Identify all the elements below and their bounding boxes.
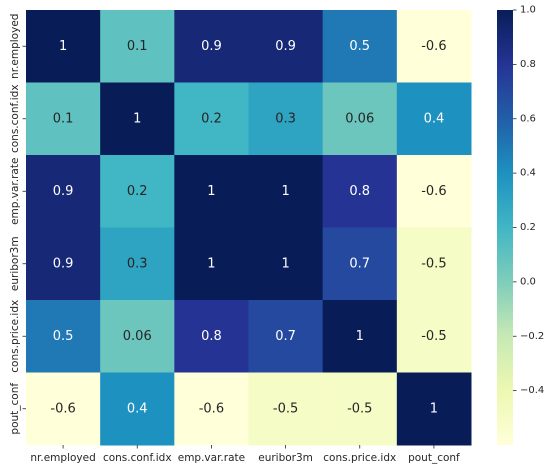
heatmap-cell-label: -0.5 [421, 329, 446, 344]
x-tick-label: euribor3m [258, 452, 313, 464]
heatmap-cell [248, 227, 324, 301]
heatmap-cell-label: 1 [430, 401, 438, 416]
heatmap-cell [396, 10, 472, 83]
heatmap-cell [26, 10, 101, 83]
heatmap-cell [100, 372, 175, 446]
heatmap-cell-label: 0.06 [123, 329, 152, 344]
heatmap-cell-label: 0.4 [424, 111, 445, 126]
heatmap-cell-label: 0.9 [53, 184, 74, 199]
heatmap-cell [248, 10, 324, 83]
heatmap-cell [26, 227, 101, 301]
heatmap-cell [100, 300, 175, 373]
heatmap-cell-label: -0.6 [199, 401, 224, 416]
heatmap-cell [174, 155, 249, 228]
heatmap-cell-label: 0.3 [275, 111, 296, 126]
heatmap-cell-label: -0.6 [421, 39, 446, 54]
heatmap-cell-label: 0.3 [127, 256, 148, 271]
heatmap-cell [26, 82, 101, 156]
colorbar-tick-label: 0.6 [520, 113, 536, 124]
colorbar-tick-label: −0.2 [520, 331, 544, 342]
x-tick-label: pout_conf [408, 452, 460, 464]
heatmap-cell [26, 155, 101, 228]
heatmap-cell-label: 1 [59, 39, 67, 54]
heatmap-cell [26, 300, 101, 373]
colorbar-ticks: −0.4 −0.2 0.0 0.2 0.4 0.6 0.8 1.0 [513, 5, 544, 396]
heatmap-cell [26, 372, 101, 446]
colorbar-tick-label: 0.4 [520, 168, 536, 179]
x-tick-label: cons.conf.idx [103, 452, 172, 464]
heatmap-cell [248, 155, 324, 228]
heatmap-cell [322, 155, 398, 228]
heatmap-cell [174, 10, 249, 83]
heatmap-cell-label: 0.2 [127, 184, 148, 199]
colorbar [497, 10, 513, 445]
heatmap-cell [174, 82, 249, 156]
colorbar-tick-label: 0.8 [520, 59, 536, 70]
heatmap-cell-label: 0.9 [275, 39, 296, 54]
colorbar-tick-label: 0.0 [520, 276, 536, 287]
heatmap-cell [396, 155, 472, 228]
colorbar-tick-label: 1.0 [520, 5, 536, 16]
heatmap-cell-label: 0.7 [275, 329, 296, 344]
heatmap-cell-label: 0.5 [53, 329, 74, 344]
colorbar-tick-label: −0.4 [520, 385, 544, 396]
heatmap-cell [322, 10, 398, 83]
y-tick-label: emp.var.rate [9, 158, 21, 225]
x-tick-label: cons.price.idx [323, 452, 396, 464]
x-tick-label: emp.var.rate [178, 452, 245, 464]
heatmap-cell-label: -0.6 [421, 184, 446, 199]
heatmap-cell-label: 0.5 [349, 39, 370, 54]
heatmap-cell-label: 1 [207, 184, 215, 199]
heatmap-cell-label: -0.5 [273, 401, 298, 416]
heatmap-cell-labels: 1 0.1 0.9 0.9 0.5 -0.6 0.1 1 0.2 0.3 0.06 0.4 0.9 0.2… [50, 39, 446, 417]
heatmap-cell [174, 300, 249, 373]
heatmap-cell [248, 300, 324, 373]
heatmap-cell-label: 0.7 [349, 256, 370, 271]
heatmap-cell-label: 0.1 [53, 111, 74, 126]
heatmap-cell-label: 1 [207, 256, 215, 271]
y-tick-label: pout_conf [9, 383, 21, 435]
heatmap-cell-label: 1 [356, 329, 364, 344]
heatmap-cell [100, 10, 175, 83]
heatmap-cell-label: -0.5 [421, 256, 446, 271]
x-axis-ticks: nr.employed cons.conf.idx emp.var.rate euri… [30, 445, 460, 464]
heatmap-cell-label: 0.9 [201, 39, 222, 54]
heatmap-cell [100, 82, 175, 156]
y-tick-label: euribor3m [9, 236, 21, 291]
y-tick-label: nr.employed [9, 14, 21, 79]
heatmap-cell-label: 0.1 [127, 39, 148, 54]
heatmap-cell [322, 372, 398, 446]
heatmap-cell-label: 0.8 [201, 329, 222, 344]
heatmap-cell [248, 82, 324, 156]
colorbar-tick-label: 0.2 [520, 222, 536, 233]
heatmap-cell [396, 372, 472, 446]
heatmap-cell-label: 1 [133, 111, 141, 126]
heatmap-cell-label: 0.4 [127, 401, 148, 416]
heatmap-cell [174, 227, 249, 301]
heatmap-cell-label: 1 [281, 184, 289, 199]
heatmap-cell-label: 0.06 [345, 111, 374, 126]
heatmap-cell-label: 1 [281, 256, 289, 271]
heatmap-cell [322, 227, 398, 301]
heatmap-cell [322, 300, 398, 373]
heatmap-cell [100, 227, 175, 301]
heatmap-cell [396, 300, 472, 373]
heatmap-cell-label: 0.9 [53, 256, 74, 271]
heatmap-cell-label: -0.5 [347, 401, 372, 416]
heatmap-cell-label: -0.6 [50, 401, 75, 416]
y-axis-ticks: nr.employed cons.conf.idx emp.var.rate euri… [9, 14, 26, 435]
y-tick-label: cons.conf.idx [9, 84, 21, 153]
heatmap-cell [396, 82, 472, 156]
x-tick-label: nr.employed [30, 452, 95, 464]
heatmap-cell-label: 0.2 [201, 111, 222, 126]
heatmap-cell [174, 372, 249, 446]
heatmap-cell [100, 155, 175, 228]
heatmap-cell-label: 0.8 [349, 184, 370, 199]
heatmap-cell [248, 372, 324, 446]
y-tick-label: cons.price.idx [9, 300, 21, 373]
heatmap-cell [322, 82, 398, 156]
heatmap-cell [396, 227, 472, 301]
heatmap-cells [26, 10, 472, 446]
